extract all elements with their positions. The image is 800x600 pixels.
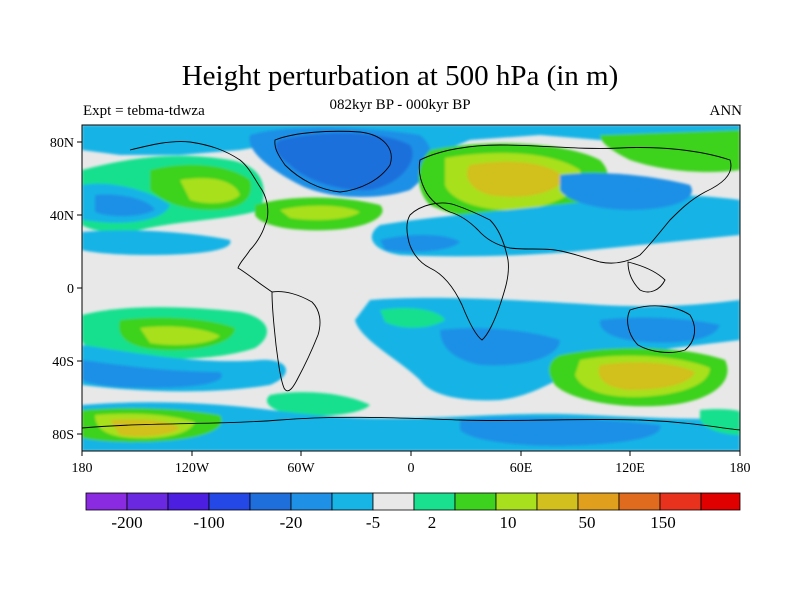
x-tick-label: 180 [72, 461, 93, 476]
x-tick-label: 180 [730, 461, 751, 476]
colorbar-label: -100 [193, 513, 224, 532]
region-antarctic-blue [460, 417, 661, 446]
region-mideast-blue [380, 234, 460, 252]
colorbar-label: -5 [366, 513, 380, 532]
region-antarctic-yellow [110, 419, 180, 437]
region-sa-green [266, 392, 370, 416]
colorbar-swatch [659, 492, 702, 511]
coastlines [82, 130, 740, 431]
experiment-label: Expt = tebma-tdwza [83, 103, 205, 119]
region-east-asia-green [600, 130, 740, 172]
x-tick-label: 120E [615, 461, 645, 476]
y-tick-label: 80S [52, 428, 74, 443]
region-satlantic-green [380, 308, 445, 328]
tick-marks [77, 141, 741, 456]
region-tropical-cyan-north [82, 230, 231, 255]
colorbar [85, 492, 741, 511]
y-tick-label: 40S [52, 355, 74, 370]
colorbar-swatch [700, 492, 741, 511]
coast-north-america [129, 141, 273, 293]
y-tick-label: 80N [50, 136, 74, 151]
colorbar-swatch [85, 492, 128, 511]
colorbar-label: 10 [500, 513, 517, 532]
colorbar-swatch [618, 492, 661, 511]
colorbar-label: -200 [111, 513, 142, 532]
region-namerica-yellowgreen [180, 178, 240, 204]
colorbar-label: 2 [428, 513, 437, 532]
colorbar-swatch [536, 492, 579, 511]
coast-eurasia [418, 144, 732, 264]
colorbar-swatch [454, 492, 497, 511]
colorbar-swatch [208, 492, 251, 511]
region-eurasia-yellow [466, 161, 565, 197]
colorbar-label: 150 [650, 513, 676, 532]
colorbar-swatch [577, 492, 620, 511]
colorbar-label: -20 [280, 513, 303, 532]
coast-africa [406, 202, 509, 341]
colorbar-swatch [413, 492, 456, 511]
region-spacific-blue [82, 360, 222, 388]
region-atlantic-low-inner [275, 133, 413, 191]
y-axis-labels: 80N 40N 0 40S 80S [50, 136, 74, 443]
coast-southeast-asia [627, 261, 666, 293]
x-tick-label: 60E [510, 461, 533, 476]
x-tick-label: 120W [175, 461, 210, 476]
x-axis-labels: 180 120W 60W 0 60E 120E 180 [72, 461, 751, 476]
region-atlantic-yellow-40n [280, 205, 360, 220]
coast-antarctica [82, 416, 740, 431]
x-tick-label: 0 [408, 461, 415, 476]
colorbar-swatch [372, 492, 415, 511]
coast-greenland [274, 130, 392, 193]
region-pacific-blue-40n [95, 194, 155, 217]
colorbar-label: 50 [579, 513, 596, 532]
colorbar-swatch [167, 492, 210, 511]
coast-australia [627, 305, 696, 353]
colorbar-swatch [126, 492, 169, 511]
y-tick-label: 0 [67, 282, 74, 297]
colorbar-swatch [290, 492, 333, 511]
season-label: ANN [709, 103, 743, 119]
colorbar-swatch [249, 492, 292, 511]
region-sindian-blue [440, 328, 560, 366]
time-range-label: 082kyr BP - 000kyr BP [329, 97, 471, 113]
colorbar-swatch [331, 492, 374, 511]
region-spacific-yellowgreen [140, 326, 220, 345]
colorbar-swatch [495, 492, 538, 511]
region-sindian-high-yellow [598, 362, 695, 390]
region-australia-blue [599, 317, 720, 343]
region-asia-blue [560, 173, 692, 210]
colorbar-labels: -200 -100 -20 -5 2 10 50 150 [111, 513, 675, 532]
region-asia-cyan-band [371, 195, 740, 257]
y-tick-label: 40N [50, 209, 74, 224]
plot-title: Height perturbation at 500 hPa (in m) [181, 60, 619, 92]
x-tick-label: 60W [287, 461, 315, 476]
contour-field [82, 125, 740, 451]
coast-south-america [271, 291, 321, 392]
